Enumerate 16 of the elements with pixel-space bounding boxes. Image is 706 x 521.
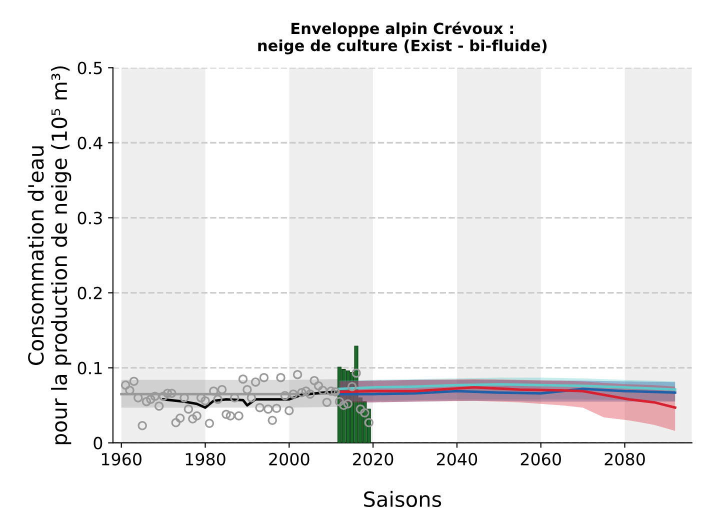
x-tick-label: 1980 [186, 452, 226, 466]
y-tick-label: 0.5 [78, 62, 102, 74]
x-tick-label: 2000 [269, 452, 310, 466]
x-tick-label: 2040 [436, 452, 478, 466]
y-tick-label: 0.1 [78, 362, 102, 374]
x-tick-label: 2060 [520, 452, 561, 466]
chart-title: Enveloppe alpin Crévoux : neige de culture (Exist - bi-fluide) [258, 22, 547, 54]
y-tick-label: 0.3 [78, 212, 102, 224]
x-tick-label: 1960 [102, 452, 142, 466]
x-tick-label: 2080 [604, 452, 645, 466]
x-axis-title: Saisons [364, 490, 442, 508]
y-tick-label: 0.4 [78, 136, 102, 150]
y-tick-label: 0 [94, 436, 102, 450]
x-tick-label: 2020 [353, 452, 394, 466]
y-axis-title: Consommation d'eau pour la production de neige (10⁵ m³) [28, 66, 72, 444]
y-tick-label: 0.2 [78, 286, 102, 300]
